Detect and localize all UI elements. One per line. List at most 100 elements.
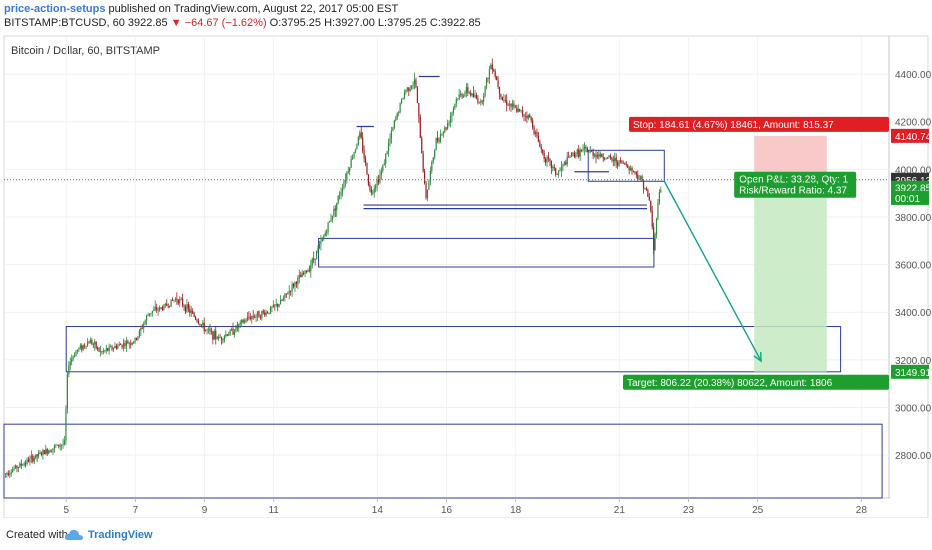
candle-body	[408, 87, 410, 91]
candle-body	[193, 313, 195, 317]
candle-body	[242, 320, 244, 323]
candle-body	[88, 342, 90, 344]
candle-body	[400, 99, 403, 104]
candle-body	[197, 321, 200, 324]
candle-body	[390, 130, 393, 139]
candle-body	[570, 152, 573, 157]
candle-body	[575, 154, 577, 157]
author-name[interactable]: price-action-setups	[4, 3, 106, 15]
candle-body	[629, 167, 632, 171]
candle-body	[292, 283, 295, 287]
candle-body	[40, 453, 43, 455]
candle-body	[497, 80, 499, 87]
support-resistance-zone	[587, 149, 665, 182]
candle-body	[134, 337, 136, 343]
candle-body	[104, 350, 106, 352]
pl-box-bg[interactable]	[734, 171, 857, 198]
candle-body	[135, 337, 138, 340]
price-chart[interactable]: Bitcoin / Dollar, 60, BITSTAMP Stop: 184…	[0, 0, 932, 518]
candle-body	[91, 339, 93, 344]
candle-body	[290, 290, 292, 292]
time-tick-label: 11	[268, 505, 279, 516]
candle-body	[235, 325, 237, 332]
candle-body	[300, 275, 302, 278]
candle-body	[75, 351, 77, 357]
candle-body	[311, 258, 313, 266]
candle-body	[109, 346, 112, 348]
candle-body	[63, 440, 66, 444]
candle-body	[262, 311, 264, 313]
candle-body	[298, 275, 300, 279]
candle-body	[130, 343, 132, 345]
projection-arrow	[663, 180, 762, 363]
price-tick-label: 4200.00	[895, 118, 932, 129]
candle-body	[363, 150, 365, 159]
candles	[3, 58, 662, 478]
candle-body	[416, 87, 419, 103]
candle-body	[105, 348, 107, 351]
candle-body	[448, 122, 450, 124]
candle-body	[402, 97, 404, 100]
candle-body	[467, 87, 469, 93]
candle-body	[265, 312, 267, 316]
candle-body	[321, 239, 323, 242]
candle-body	[245, 320, 247, 322]
candle-body	[498, 86, 501, 95]
candle-body	[369, 184, 371, 189]
candle-body	[599, 153, 601, 157]
time-tick-label: 21	[614, 505, 626, 516]
candle-body	[33, 458, 35, 462]
candle-body	[644, 188, 646, 190]
projection-arrowhead	[753, 352, 762, 363]
candle-body	[545, 159, 547, 163]
candle-body	[582, 148, 584, 151]
candle-body	[510, 104, 512, 107]
candle-body	[200, 324, 202, 326]
candle-body	[124, 343, 126, 346]
candle-body	[228, 334, 230, 336]
candle-body	[269, 307, 272, 314]
candle-body	[7, 473, 9, 476]
candle-body	[475, 95, 478, 99]
ohlc-values: O:3795.25 H:3927.00 L:3795.25 C:3922.85	[269, 17, 481, 29]
candle-body	[442, 131, 444, 135]
candle-body	[406, 87, 408, 91]
candle-body	[55, 445, 57, 447]
stop-label-bg[interactable]	[629, 116, 889, 132]
candle-body	[125, 341, 128, 346]
candle-body	[317, 247, 319, 251]
position-tool[interactable]: Stop: 184.61 (4.67%) 18461, Amount: 815.…	[623, 116, 889, 390]
candle-body	[158, 307, 161, 310]
candle-body	[449, 116, 452, 123]
candle-body	[215, 330, 217, 339]
candle-body	[504, 99, 506, 101]
candle-body	[229, 330, 231, 335]
candle-body	[344, 180, 346, 182]
candle-body	[572, 152, 574, 154]
candle-body	[429, 170, 431, 181]
candle-body	[480, 100, 482, 103]
candle-body	[294, 282, 296, 287]
time-tick-label: 16	[441, 505, 453, 516]
candle-body	[323, 236, 325, 240]
target-label-bg[interactable]	[623, 374, 889, 390]
candle-body	[354, 149, 357, 153]
candle-body	[428, 180, 430, 190]
candle-body	[164, 303, 166, 306]
candle-body	[238, 324, 240, 328]
candle-body	[32, 455, 34, 462]
candle-body	[552, 166, 554, 169]
target-zone[interactable]	[754, 187, 827, 372]
candle-body	[484, 86, 486, 96]
candle-body	[153, 309, 155, 311]
candle-body	[470, 92, 472, 96]
tradingview-brand[interactable]: TradingView	[88, 529, 153, 541]
price-tick-label: 3400.00	[895, 308, 932, 319]
candle-body	[180, 298, 182, 300]
candle-body	[128, 343, 130, 345]
candle-body	[182, 298, 184, 306]
candle-body	[120, 344, 122, 345]
candle-body	[173, 300, 175, 301]
candle-body	[438, 140, 440, 142]
candle-body	[36, 454, 38, 457]
